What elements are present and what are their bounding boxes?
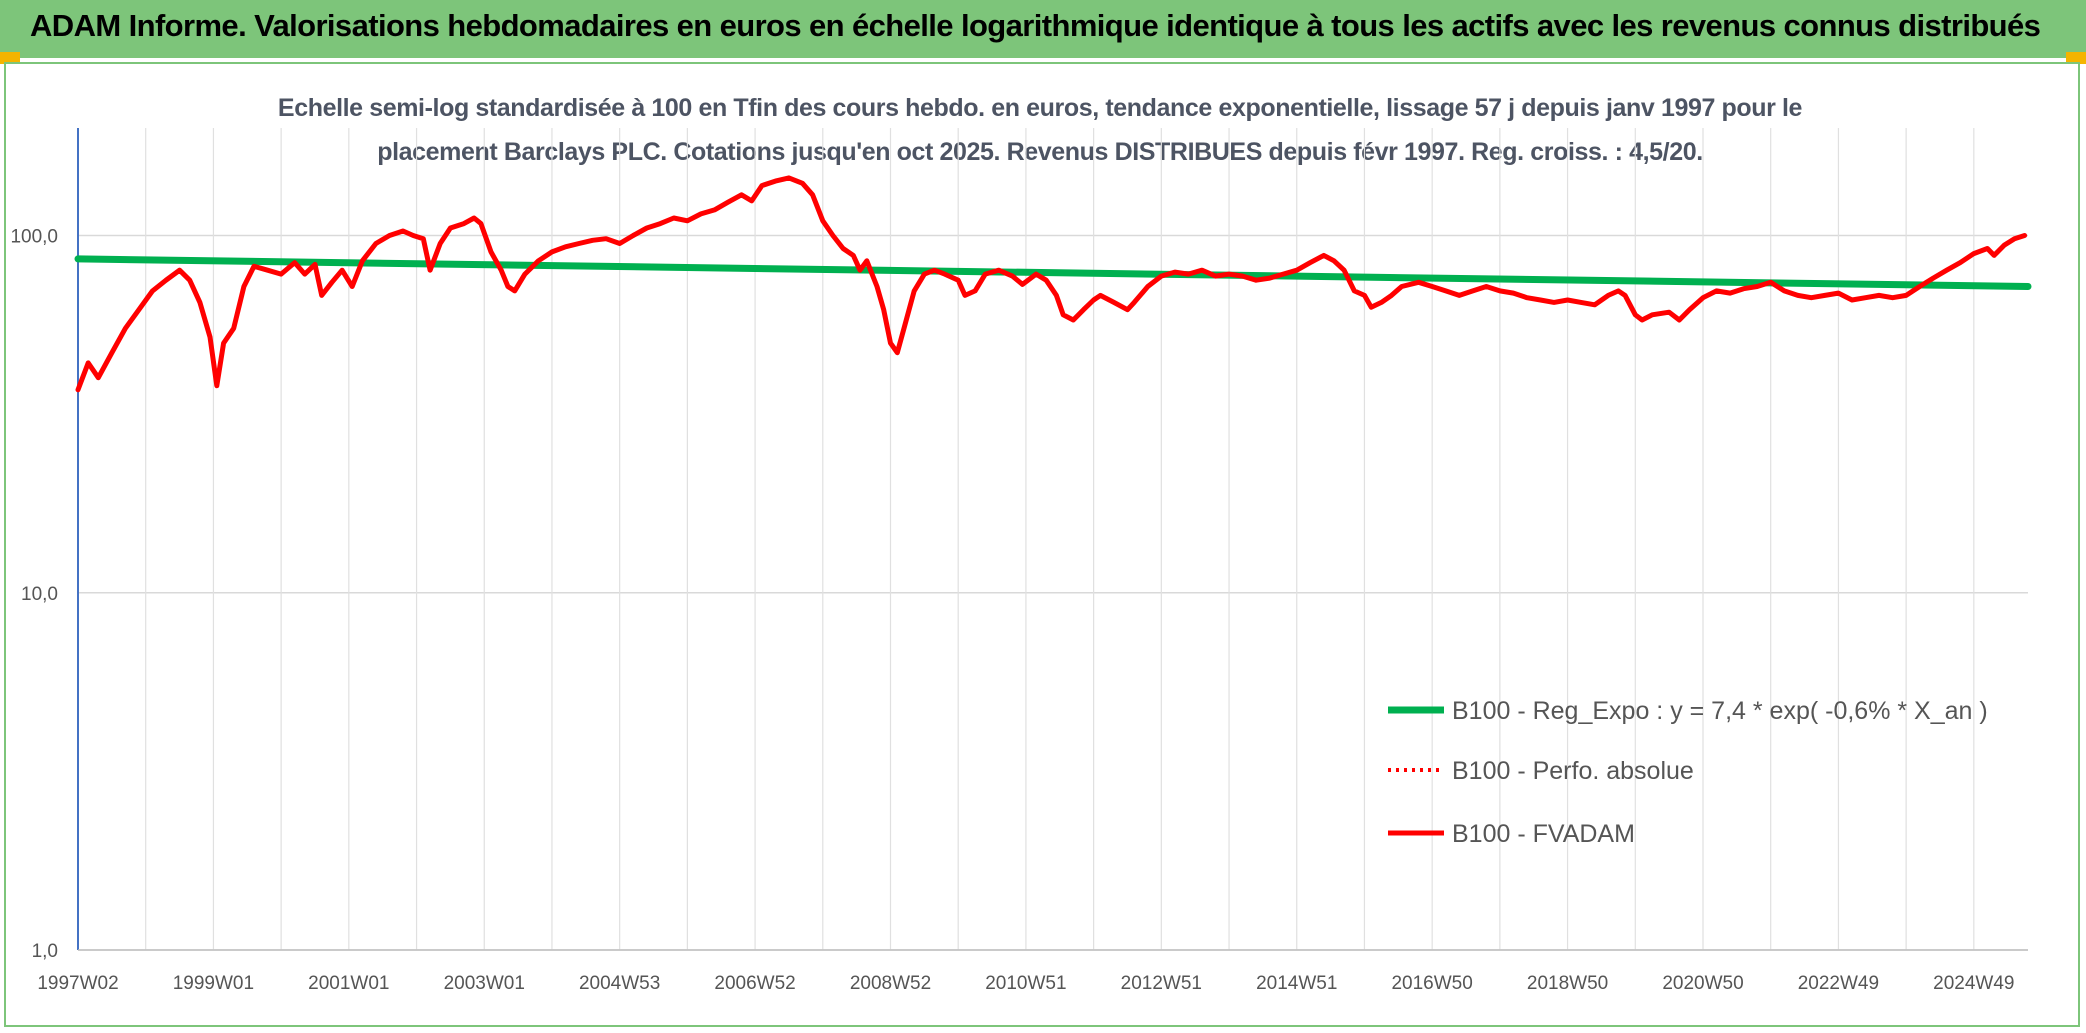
report-title: ADAM Informe. Valorisations hebdomadaire…: [30, 8, 2041, 43]
series-lines: [74, 175, 2032, 393]
report-header-banner: [0, 0, 2086, 58]
legend-label-2: B100 - FVADAM: [1452, 820, 1635, 848]
x-tick-label: 2010W51: [985, 973, 1066, 994]
y-tick-label: 100,0: [10, 227, 58, 248]
x-tick-label: 2014W51: [1256, 973, 1337, 994]
chart-title-line-2: placement Barclays PLC. Cotations jusqu'…: [377, 138, 1703, 166]
corner-marker-right: [2066, 52, 2086, 64]
y-tick-label: 10,0: [21, 584, 58, 605]
x-tick-label: 2006W52: [714, 973, 795, 994]
x-tick-label: 2016W50: [1391, 973, 1472, 994]
x-tick-label: 2020W50: [1662, 973, 1743, 994]
legend-label-1: B100 - Perfo. absolue: [1452, 757, 1694, 785]
chart-frame: [4, 62, 2080, 1027]
y-tick-label: 1,0: [32, 941, 58, 962]
x-tick-label: 2008W52: [850, 973, 931, 994]
x-tick-label: 2003W01: [444, 973, 525, 994]
axes: 1,0 10,0 100,0 1997W02 1999W01 2001W01 2003W01…: [10, 128, 2028, 994]
x-tick-label: 2018W50: [1527, 973, 1608, 994]
x-tick-label: 2022W49: [1798, 973, 1879, 994]
chart-title: Echelle semi-log standardisée à 100 en T…: [270, 86, 1810, 174]
x-tick-label: 2004W53: [579, 973, 660, 994]
series-line-2: [75, 175, 2028, 393]
x-tick-label: 2024W49: [1933, 973, 2014, 994]
legend: B100 - Reg_Expo : y = 7,4 * exp( -0,6% *…: [1388, 697, 1988, 848]
legend-label-0: B100 - Reg_Expo : y = 7,4 * exp( -0,6% *…: [1452, 697, 1988, 725]
x-tick-label: 2001W01: [308, 973, 389, 994]
series-line-0: [74, 255, 2032, 290]
x-tick-label: 1999W01: [173, 973, 254, 994]
x-tick-label: 1997W02: [37, 973, 118, 994]
x-tick-label: 2012W51: [1121, 973, 1202, 994]
chart-title-line-1: Echelle semi-log standardisée à 100 en T…: [277, 94, 1803, 122]
corner-marker-left: [0, 52, 20, 64]
